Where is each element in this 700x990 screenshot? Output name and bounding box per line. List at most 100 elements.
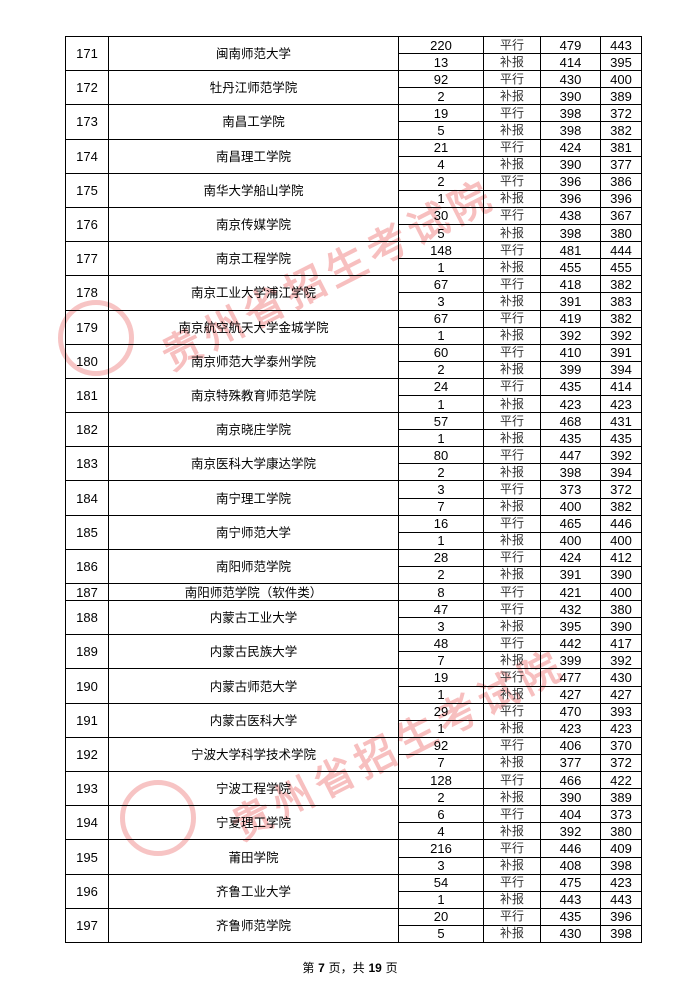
min-score: 443 [600, 35, 642, 55]
plan-count: 21 [398, 138, 484, 157]
max-score: 400 [540, 531, 601, 550]
school-number: 181 [65, 377, 109, 414]
min-score: 389 [600, 788, 642, 807]
school-name: 南华大学船山学院 [108, 172, 399, 208]
school-number: 176 [65, 206, 109, 243]
footer-text: 页，共 [324, 961, 369, 975]
school-name: 南京特殊教育师范学院 [108, 377, 399, 414]
plan-count: 19 [398, 104, 484, 123]
max-score: 427 [540, 685, 601, 704]
min-score: 372 [600, 753, 642, 773]
school-name: 南昌理工学院 [108, 138, 399, 174]
table-row: 2 补报 390 389 [66, 788, 642, 807]
batch-type: 平行 [483, 736, 541, 755]
table-row: 171 闽南师范大学 220 平行 479 443 [65, 35, 642, 72]
school-number: 180 [65, 343, 109, 379]
min-score: 382 [600, 309, 642, 328]
table-row: 177 南京工程学院 148 平行 481 444 [65, 241, 642, 277]
max-score: 398 [540, 121, 601, 140]
min-score: 443 [600, 890, 642, 909]
footer-text: 页 [381, 961, 398, 975]
plan-count: 29 [398, 702, 484, 721]
plan-count: 20 [398, 907, 484, 926]
min-score: 423 [600, 394, 642, 414]
plan-count: 57 [398, 412, 484, 431]
min-score: 373 [600, 805, 642, 824]
school-name: 闽南师范大学 [108, 35, 399, 72]
batch-type: 补报 [483, 497, 541, 516]
max-score: 468 [540, 412, 601, 431]
plan-count: 7 [398, 651, 484, 670]
min-score: 422 [600, 771, 642, 790]
school-number: 193 [65, 771, 109, 807]
batch-type: 补报 [483, 531, 541, 550]
table-row: 5 补报 430 398 [66, 924, 642, 943]
max-score: 406 [540, 736, 601, 755]
table-row: 195 莆田学院 216 平行 446 409 [65, 839, 642, 875]
batch-type: 补报 [483, 463, 541, 482]
school-number: 171 [65, 35, 109, 72]
plan-count: 47 [398, 600, 484, 619]
batch-type: 补报 [483, 822, 541, 841]
batch-type: 补报 [483, 753, 541, 773]
max-score: 481 [540, 241, 601, 260]
min-score: 386 [600, 172, 642, 191]
min-score: 390 [600, 617, 642, 636]
school-number: 174 [65, 138, 109, 174]
school-name: 南京工业大学浦江学院 [108, 275, 399, 311]
plan-count: 2 [398, 565, 484, 585]
school-number: 189 [65, 634, 109, 670]
plan-count: 19 [398, 668, 484, 687]
min-score: 391 [600, 343, 642, 362]
table-row: 1 补报 392 392 [66, 326, 642, 345]
school-number: 179 [65, 309, 109, 345]
min-score: 400 [600, 70, 642, 89]
plan-count: 3 [398, 292, 484, 311]
min-score: 396 [600, 907, 642, 926]
max-score: 400 [540, 497, 601, 516]
plan-count: 6 [398, 805, 484, 824]
school-name: 南京师范大学泰州学院 [108, 343, 399, 379]
table-row: 192 宁波大学科学技术学院 92 平行 406 370 [65, 736, 642, 773]
plan-count: 24 [398, 377, 484, 396]
school-name: 齐鲁师范学院 [108, 907, 399, 943]
footer-text: 第 [302, 961, 319, 975]
school-name: 宁夏理工学院 [108, 805, 399, 841]
table-row: 191 内蒙古医科大学 29 平行 470 393 [65, 702, 642, 738]
max-score: 414 [540, 53, 601, 72]
plan-count: 48 [398, 634, 484, 653]
min-score: 417 [600, 634, 642, 653]
max-score: 390 [540, 788, 601, 807]
school-name: 南阳师范学院 [108, 548, 399, 585]
max-score: 398 [540, 104, 601, 123]
batch-type: 平行 [483, 241, 541, 260]
school-number: 186 [65, 548, 109, 585]
min-score: 427 [600, 685, 642, 704]
plan-count: 2 [398, 172, 484, 191]
school-name: 宁波大学科学技术学院 [108, 736, 399, 773]
table-row: 189 内蒙古民族大学 48 平行 442 417 [65, 634, 642, 670]
batch-type: 平行 [483, 805, 541, 824]
max-score: 421 [540, 582, 601, 602]
min-score: 396 [600, 189, 642, 208]
school-name: 莆田学院 [108, 839, 399, 875]
min-score: 398 [600, 924, 642, 943]
batch-type: 平行 [483, 839, 541, 858]
table-row: 172 牡丹江师范学院 92 平行 430 400 [65, 70, 642, 106]
batch-type: 平行 [483, 907, 541, 926]
table-row: 1 补报 443 443 [66, 890, 642, 909]
max-score: 477 [540, 668, 601, 687]
batch-type: 平行 [483, 702, 541, 721]
max-score: 424 [540, 138, 601, 157]
batch-type: 补报 [483, 87, 541, 106]
batch-type: 平行 [483, 634, 541, 653]
batch-type: 补报 [483, 189, 541, 208]
batch-type: 补报 [483, 360, 541, 379]
min-score: 409 [600, 839, 642, 858]
plan-count: 5 [398, 224, 484, 243]
table-row: 5 补报 398 382 [66, 121, 642, 140]
max-score: 432 [540, 600, 601, 619]
table-row: 182 南京晓庄学院 57 平行 468 431 [65, 412, 642, 448]
table-row: 3 补报 408 398 [66, 856, 642, 875]
plan-count: 1 [398, 719, 484, 738]
